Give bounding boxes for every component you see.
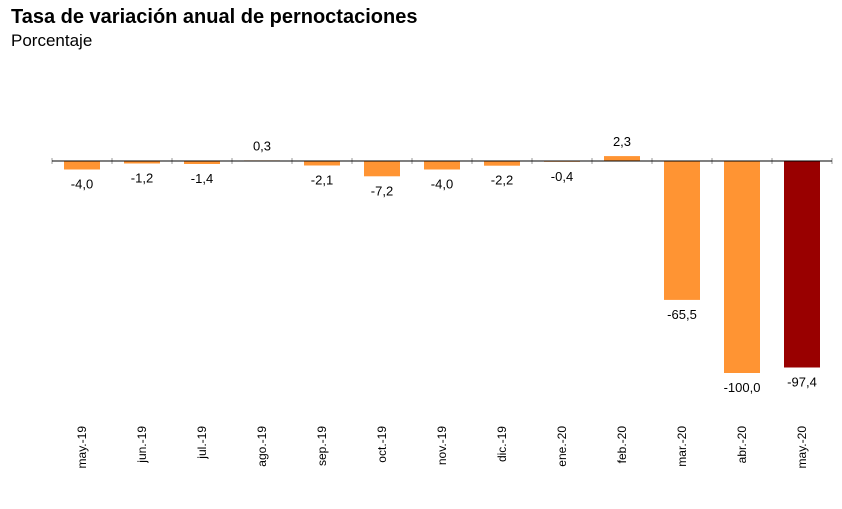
chart-title: Tasa de variación anual de pernoctacione…	[11, 6, 418, 28]
bar-sep.-19	[304, 161, 340, 166]
category-label: abr.-20	[735, 426, 749, 464]
data-label: -2,2	[491, 173, 513, 188]
data-label: -1,2	[131, 171, 153, 186]
bar-jun.-19	[124, 161, 160, 164]
category-label: jun.-19	[135, 426, 149, 464]
data-label: -4,0	[431, 177, 453, 192]
category-label: ago.-19	[255, 426, 269, 467]
bar-nov.-19	[424, 161, 460, 170]
bars-layer	[64, 156, 820, 373]
category-label: feb.-20	[615, 426, 629, 464]
data-label: -7,2	[371, 183, 393, 198]
bar-may.-19	[64, 161, 100, 170]
bar-feb.-20	[604, 156, 640, 161]
category-label: jul.-19	[195, 426, 209, 460]
category-label: oct.-19	[375, 426, 389, 463]
category-labels-layer: may.-19 jun.-19 jul.-19 ago.-19 sep.-19 oct.-…	[75, 426, 809, 469]
data-label: -2,1	[311, 173, 333, 188]
bar-abr.-20	[724, 161, 760, 373]
category-label: may.-19	[75, 426, 89, 469]
category-label: ene.-20	[555, 426, 569, 467]
data-label: 2,3	[613, 134, 631, 149]
category-label: may.-20	[795, 426, 809, 469]
bar-mar.-20	[664, 161, 700, 300]
bar-jul.-19	[184, 161, 220, 164]
data-label: -65,5	[667, 307, 697, 322]
category-label: mar.-20	[675, 426, 689, 467]
data-label: -1,4	[191, 171, 213, 186]
bar-dic.-19	[484, 161, 520, 166]
data-label: -0,4	[551, 169, 573, 184]
bar-oct.-19	[364, 161, 400, 177]
axis-layer	[51, 158, 833, 164]
data-labels-layer: -4,0 -1,2 -1,4 0,3 -2,1 -7,2 -4,0 -2,2 -0,4 2,3 -6…	[71, 134, 817, 395]
data-label: -100,0	[724, 380, 761, 395]
data-label: -4,0	[71, 177, 93, 192]
data-label: 0,3	[253, 138, 271, 153]
category-label: sep.-19	[315, 426, 329, 466]
category-label: nov.-19	[435, 426, 449, 465]
bar-may.-20	[784, 161, 820, 368]
data-label: -97,4	[787, 375, 817, 390]
chart-subtitle: Porcentaje	[11, 31, 93, 50]
category-label: dic.-19	[495, 426, 509, 462]
